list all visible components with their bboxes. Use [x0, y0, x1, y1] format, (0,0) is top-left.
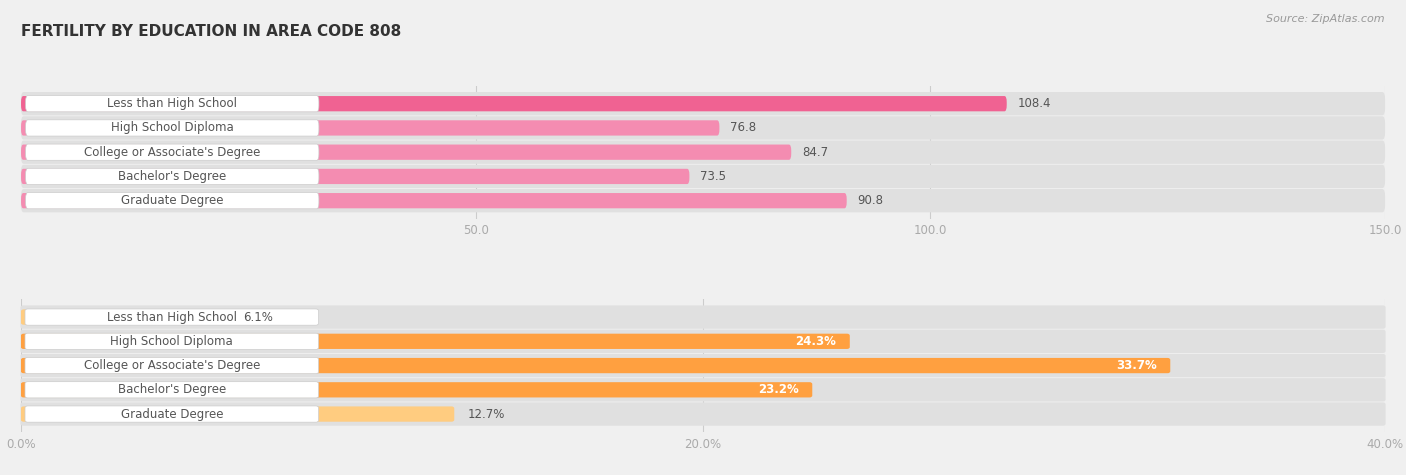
Text: Graduate Degree: Graduate Degree — [121, 408, 224, 420]
FancyBboxPatch shape — [25, 309, 319, 325]
FancyBboxPatch shape — [25, 192, 319, 209]
FancyBboxPatch shape — [21, 407, 454, 422]
Text: 23.2%: 23.2% — [758, 383, 799, 396]
Text: High School Diploma: High School Diploma — [111, 335, 233, 348]
Text: 76.8: 76.8 — [730, 122, 756, 134]
FancyBboxPatch shape — [21, 165, 1385, 188]
Text: 108.4: 108.4 — [1018, 97, 1052, 110]
FancyBboxPatch shape — [25, 333, 319, 350]
FancyBboxPatch shape — [21, 169, 689, 184]
Text: 73.5: 73.5 — [700, 170, 727, 183]
FancyBboxPatch shape — [21, 378, 1385, 401]
Text: High School Diploma: High School Diploma — [111, 122, 233, 134]
FancyBboxPatch shape — [21, 96, 1007, 111]
Text: 33.7%: 33.7% — [1116, 359, 1157, 372]
Text: Less than High School: Less than High School — [107, 97, 238, 110]
FancyBboxPatch shape — [21, 193, 846, 209]
FancyBboxPatch shape — [21, 92, 1385, 115]
FancyBboxPatch shape — [21, 116, 1385, 140]
FancyBboxPatch shape — [21, 333, 849, 349]
FancyBboxPatch shape — [25, 358, 319, 374]
Text: Graduate Degree: Graduate Degree — [121, 194, 224, 207]
Text: 90.8: 90.8 — [858, 194, 883, 207]
FancyBboxPatch shape — [21, 141, 1385, 164]
FancyBboxPatch shape — [21, 120, 720, 135]
Text: College or Associate's Degree: College or Associate's Degree — [84, 146, 260, 159]
FancyBboxPatch shape — [25, 168, 319, 185]
FancyBboxPatch shape — [25, 406, 319, 422]
FancyBboxPatch shape — [25, 120, 319, 136]
FancyBboxPatch shape — [21, 330, 1385, 353]
Text: Source: ZipAtlas.com: Source: ZipAtlas.com — [1267, 14, 1385, 24]
FancyBboxPatch shape — [21, 382, 813, 398]
Text: College or Associate's Degree: College or Associate's Degree — [83, 359, 260, 372]
FancyBboxPatch shape — [25, 382, 319, 398]
FancyBboxPatch shape — [25, 144, 319, 160]
FancyBboxPatch shape — [21, 189, 1385, 212]
Text: FERTILITY BY EDUCATION IN AREA CODE 808: FERTILITY BY EDUCATION IN AREA CODE 808 — [21, 24, 401, 39]
FancyBboxPatch shape — [21, 358, 1170, 373]
Text: 24.3%: 24.3% — [796, 335, 837, 348]
Text: Bachelor's Degree: Bachelor's Degree — [118, 170, 226, 183]
FancyBboxPatch shape — [21, 402, 1385, 426]
Text: Less than High School: Less than High School — [107, 311, 236, 323]
FancyBboxPatch shape — [21, 309, 229, 325]
Text: 6.1%: 6.1% — [243, 311, 273, 323]
FancyBboxPatch shape — [21, 354, 1385, 377]
Text: 84.7: 84.7 — [801, 146, 828, 159]
FancyBboxPatch shape — [21, 305, 1385, 329]
Text: 12.7%: 12.7% — [468, 408, 505, 420]
FancyBboxPatch shape — [21, 144, 792, 160]
FancyBboxPatch shape — [25, 95, 319, 112]
Text: Bachelor's Degree: Bachelor's Degree — [118, 383, 226, 396]
